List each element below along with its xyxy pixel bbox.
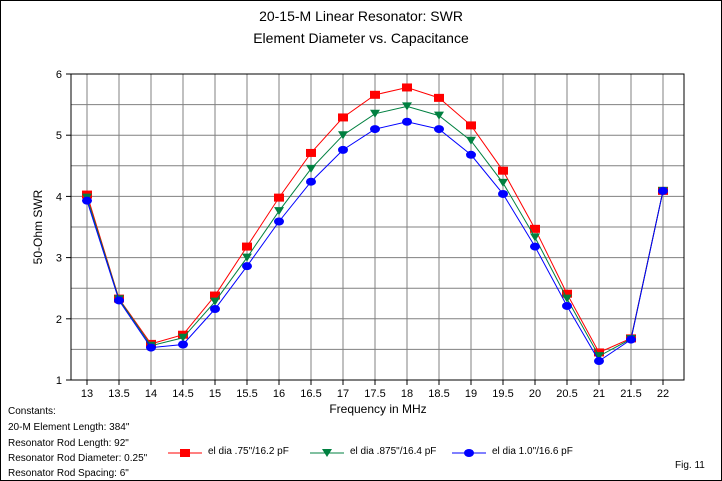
- data-point-series-1: [210, 297, 220, 306]
- data-point-series-2: [466, 150, 476, 159]
- data-point-series-2: [658, 186, 668, 195]
- data-point-series-1: [242, 253, 252, 262]
- data-point-series-2: [402, 117, 412, 126]
- x-tick-label: 16.5: [300, 388, 321, 400]
- constant-rod-length: Resonator Rod Length: 92": [8, 438, 129, 449]
- data-point-series-2: [114, 296, 124, 305]
- data-point-series-2: [274, 217, 284, 226]
- chart-subtitle: Element Diameter vs. Capacitance: [253, 30, 469, 46]
- x-tick-label: 14: [145, 388, 157, 400]
- y-tick-label: 3: [56, 253, 62, 265]
- x-tick-label: 21: [593, 388, 605, 400]
- x-tick-label: 19: [465, 388, 477, 400]
- data-point-series-1: [498, 178, 508, 187]
- data-point-series-2: [594, 357, 604, 366]
- data-point-series-0: [530, 224, 540, 233]
- x-tick-label: 13: [81, 388, 93, 400]
- data-point-series-0: [434, 93, 444, 102]
- legend-marker-2: [464, 449, 474, 457]
- data-point-series-0: [466, 121, 476, 130]
- data-point-series-2: [338, 145, 348, 154]
- figure-label: Fig. 11: [675, 460, 705, 471]
- legend-label-series-2: el dia 1.0"/16.6 pF: [492, 446, 573, 457]
- data-point-series-2: [146, 343, 156, 352]
- y-tick-label: 2: [56, 314, 62, 326]
- data-point-series-1: [370, 109, 380, 118]
- x-tick-label: 19.5: [492, 388, 513, 400]
- x-tick-label: 20: [529, 388, 541, 400]
- data-point-series-1: [562, 294, 572, 303]
- y-axis-label: 50-Ohm SWR: [31, 189, 45, 264]
- data-point-series-1: [594, 352, 604, 361]
- x-tick-label: 18: [401, 388, 413, 400]
- data-point-series-0: [242, 242, 252, 251]
- x-tick-label: 16: [273, 388, 285, 400]
- legend-label-series-0: el dia .75"/16.2 pF: [208, 446, 289, 457]
- x-tick-label: 17: [337, 388, 349, 400]
- data-point-series-1: [530, 233, 540, 242]
- plot-border: [70, 73, 685, 381]
- data-point-series-0: [370, 90, 380, 99]
- data-point-series-0: [338, 113, 348, 122]
- x-tick-label: 14.5: [172, 388, 193, 400]
- data-point-series-2: [530, 242, 540, 251]
- data-point-series-1: [178, 333, 188, 342]
- data-point-series-1: [466, 136, 476, 145]
- x-tick-label: 22: [657, 388, 669, 400]
- data-point-series-2: [626, 335, 636, 344]
- constant-rod-spacing: Resonator Rod Spacing: 6": [8, 468, 129, 479]
- data-point-series-0: [562, 289, 572, 298]
- y-tick-label: 5: [56, 130, 62, 142]
- data-point-series-1: [402, 102, 412, 111]
- chart-title: 20-15-M Linear Resonator: SWR: [259, 8, 463, 24]
- constant-rod-diameter: Resonator Rod Diameter: 0.25": [8, 453, 148, 464]
- legend-label-series-1: el dia .875"/16.4 pF: [350, 446, 437, 457]
- data-point-series-2: [82, 196, 92, 205]
- y-tick-label: 1: [56, 375, 62, 387]
- y-tick-label: 6: [56, 69, 62, 81]
- data-point-series-2: [306, 177, 316, 186]
- data-point-series-2: [370, 125, 380, 134]
- x-tick-label: 13.5: [108, 388, 129, 400]
- data-point-series-2: [562, 301, 572, 310]
- y-tick-label: 4: [56, 191, 62, 203]
- data-point-series-1: [338, 131, 348, 140]
- data-point-series-1: [306, 164, 316, 173]
- legend-marker-0: [180, 449, 190, 457]
- x-tick-label: 18.5: [428, 388, 449, 400]
- data-point-series-2: [210, 305, 220, 314]
- data-point-series-1: [274, 207, 284, 216]
- data-point-series-2: [178, 340, 188, 349]
- data-point-series-0: [210, 291, 220, 300]
- x-tick-label: 15.5: [236, 388, 257, 400]
- data-point-series-0: [274, 193, 284, 202]
- x-axis-label: Frequency in MHz: [329, 402, 427, 416]
- data-point-series-2: [242, 262, 252, 271]
- data-point-series-2: [498, 189, 508, 198]
- data-point-series-0: [498, 166, 508, 175]
- data-point-series-1: [434, 111, 444, 120]
- data-point-series-0: [306, 148, 316, 157]
- x-tick-label: 21.5: [620, 388, 641, 400]
- data-point-series-0: [402, 83, 412, 92]
- constant-element-length: 20-M Element Length: 384": [8, 422, 130, 433]
- x-tick-label: 15: [209, 388, 221, 400]
- x-tick-label: 20.5: [556, 388, 577, 400]
- x-tick-label: 17.5: [364, 388, 385, 400]
- legend-marker-1: [322, 449, 332, 457]
- constants-heading: Constants:: [8, 406, 56, 417]
- data-point-series-2: [434, 125, 444, 134]
